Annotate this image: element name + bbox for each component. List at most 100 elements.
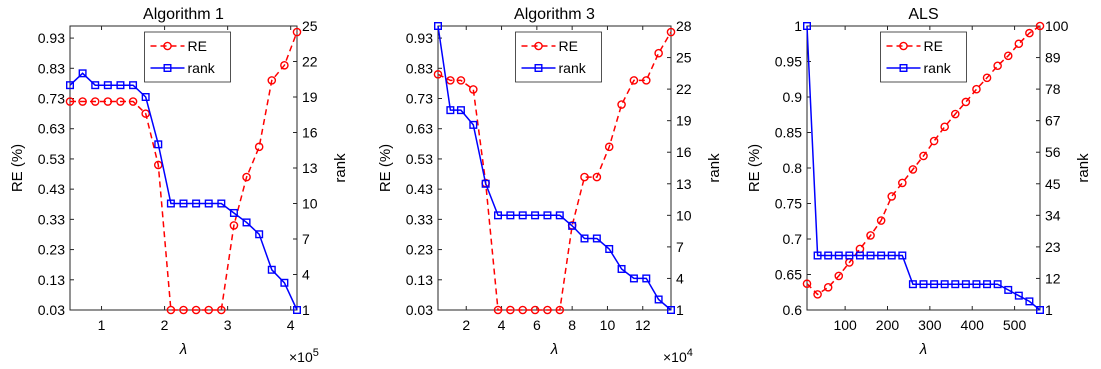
y-left-tick-label: 0.93 — [406, 30, 433, 46]
y-left-tick-label: 0.63 — [38, 121, 65, 137]
legend-label-re: RE — [924, 38, 943, 54]
x-axis-exponent: ×104 — [663, 347, 693, 365]
y-right-tick-label: 12 — [1045, 270, 1061, 286]
y-left-tick-label: 1 — [794, 18, 802, 34]
x-tick-label: 400 — [961, 317, 985, 333]
y-left-tick-label: 0.53 — [38, 151, 65, 167]
y-left-tick-label: 0.23 — [406, 242, 433, 258]
x-tick-label: 200 — [876, 317, 900, 333]
y-right-tick-label: 22 — [302, 54, 318, 70]
y-left-tick-label: 0.9 — [783, 89, 803, 105]
chart-title: Algorithm 1 — [143, 6, 224, 23]
y-left-tick-label: 0.65 — [775, 267, 802, 283]
legend-label-re: RE — [559, 38, 578, 54]
x-tick-label: 6 — [533, 317, 541, 333]
x-tick-label: 3 — [224, 317, 232, 333]
y-right-tick-label: 78 — [1045, 81, 1061, 97]
y-right-tick-label: 4 — [302, 267, 310, 283]
y-left-tick-label: 0.43 — [406, 181, 433, 197]
y-right-tick-label: 1 — [302, 302, 310, 318]
y-left-tick-label: 0.13 — [38, 272, 65, 288]
x-tick-label: 12 — [635, 317, 651, 333]
y-left-tick-label: 0.73 — [38, 91, 65, 107]
y-left-axis-label: RE (%) — [377, 144, 394, 192]
x-tick-label: 2 — [161, 317, 169, 333]
y-right-axis-label: rank — [332, 153, 349, 183]
y-left-tick-label: 0.7 — [783, 231, 803, 247]
y-right-tick-label: 28 — [676, 18, 692, 34]
chart-panel-algorithm-1: Algorithm 1 1 2 3 4 λ ×105 0.03 0.13 0.23 0.33 0.43… — [9, 6, 349, 365]
x-axis-label: λ — [550, 341, 558, 358]
y-right-tick-label: 34 — [1045, 207, 1061, 223]
x-tick-label: 8 — [568, 317, 576, 333]
y-left-tick-label: 0.13 — [406, 272, 433, 288]
y-left-tick-label: 0.95 — [775, 54, 802, 70]
legend-label-rank: rank — [559, 60, 587, 76]
x-tick-label: 100 — [833, 317, 857, 333]
chart-title: ALS — [908, 6, 938, 23]
y-right-tick-label: 7 — [676, 239, 684, 255]
y-right-axis-label: rank — [1075, 153, 1092, 183]
x-axis-exponent-power: 4 — [687, 347, 693, 359]
y-right-tick-label: 13 — [676, 176, 692, 192]
y-right-tick-label: 10 — [302, 196, 318, 212]
y-left-axis-label: RE (%) — [9, 144, 26, 192]
y-left-tick-label: 0.03 — [406, 302, 433, 318]
y-left-axis-label: RE (%) — [746, 144, 763, 192]
y-left-tick-label: 0.93 — [38, 30, 65, 46]
y-left-tick-label: 0.85 — [775, 125, 802, 141]
y-right-tick-label: 100 — [1045, 18, 1069, 34]
y-right-tick-label: 45 — [1045, 176, 1061, 192]
chart-panel-als: ALS 100 200 300 400 500 λ 0.6 0.65 0.7 0.75 0.8 0.85… — [746, 6, 1092, 358]
x-tick-label: 300 — [918, 317, 942, 333]
y-left-tick-label: 0.83 — [38, 60, 65, 76]
y-left-tick-label: 0.23 — [38, 242, 65, 258]
y-left-tick-label: 0.43 — [38, 181, 65, 197]
y-right-tick-label: 10 — [676, 207, 692, 223]
y-right-tick-label: 23 — [1045, 239, 1061, 255]
legend-label-re: RE — [188, 38, 207, 54]
y-right-tick-label: 16 — [676, 144, 692, 160]
y-left-tick-label: 0.03 — [38, 302, 65, 318]
y-right-tick-label: 25 — [676, 50, 692, 66]
x-tick-label: 1 — [98, 317, 106, 333]
y-right-tick-label: 19 — [302, 89, 318, 105]
y-right-tick-label: 1 — [676, 302, 684, 318]
y-left-tick-label: 0.83 — [406, 60, 433, 76]
y-right-axis-label: rank — [706, 153, 723, 183]
y-right-tick-label: 19 — [676, 113, 692, 129]
x-tick-label: 4 — [498, 317, 506, 333]
x-tick-label: 2 — [462, 317, 470, 333]
y-right-tick-label: 16 — [302, 125, 318, 141]
chart-title: Algorithm 3 — [514, 6, 595, 23]
y-right-tick-label: 25 — [302, 18, 318, 34]
legend: RE rank — [145, 32, 231, 82]
y-right-tick-label: 89 — [1045, 50, 1061, 66]
x-axis-label: λ — [919, 341, 927, 358]
y-right-tick-label: 4 — [676, 270, 684, 286]
legend: RE rank — [516, 32, 602, 82]
x-axis-exponent: ×105 — [289, 347, 319, 365]
x-tick-label: 10 — [600, 317, 616, 333]
chart-panel-algorithm-3: Algorithm 3 2 4 6 8 10 12 λ ×104 0.03 0.13 0.23 0.33… — [377, 6, 723, 365]
y-right-tick-label: 22 — [676, 81, 692, 97]
x-tick-label: 4 — [287, 317, 295, 333]
y-left-tick-label: 0.33 — [406, 211, 433, 227]
y-right-tick-label: 13 — [302, 160, 318, 176]
y-right-tick-label: 1 — [1045, 302, 1053, 318]
y-left-tick-label: 0.33 — [38, 211, 65, 227]
legend: RE rank — [881, 32, 967, 82]
y-left-tick-label: 0.63 — [406, 121, 433, 137]
y-right-tick-label: 67 — [1045, 113, 1061, 129]
y-left-tick-label: 0.75 — [775, 196, 802, 212]
y-left-tick-label: 0.6 — [783, 302, 803, 318]
legend-label-rank: rank — [924, 60, 952, 76]
y-left-tick-label: 0.8 — [783, 160, 803, 176]
y-right-tick-label: 56 — [1045, 144, 1061, 160]
x-tick-label: 500 — [1003, 317, 1027, 333]
x-axis-exponent-power: 5 — [313, 347, 319, 359]
x-axis-label: λ — [179, 341, 187, 358]
legend-label-rank: rank — [188, 60, 216, 76]
y-right-tick-label: 7 — [302, 231, 310, 247]
